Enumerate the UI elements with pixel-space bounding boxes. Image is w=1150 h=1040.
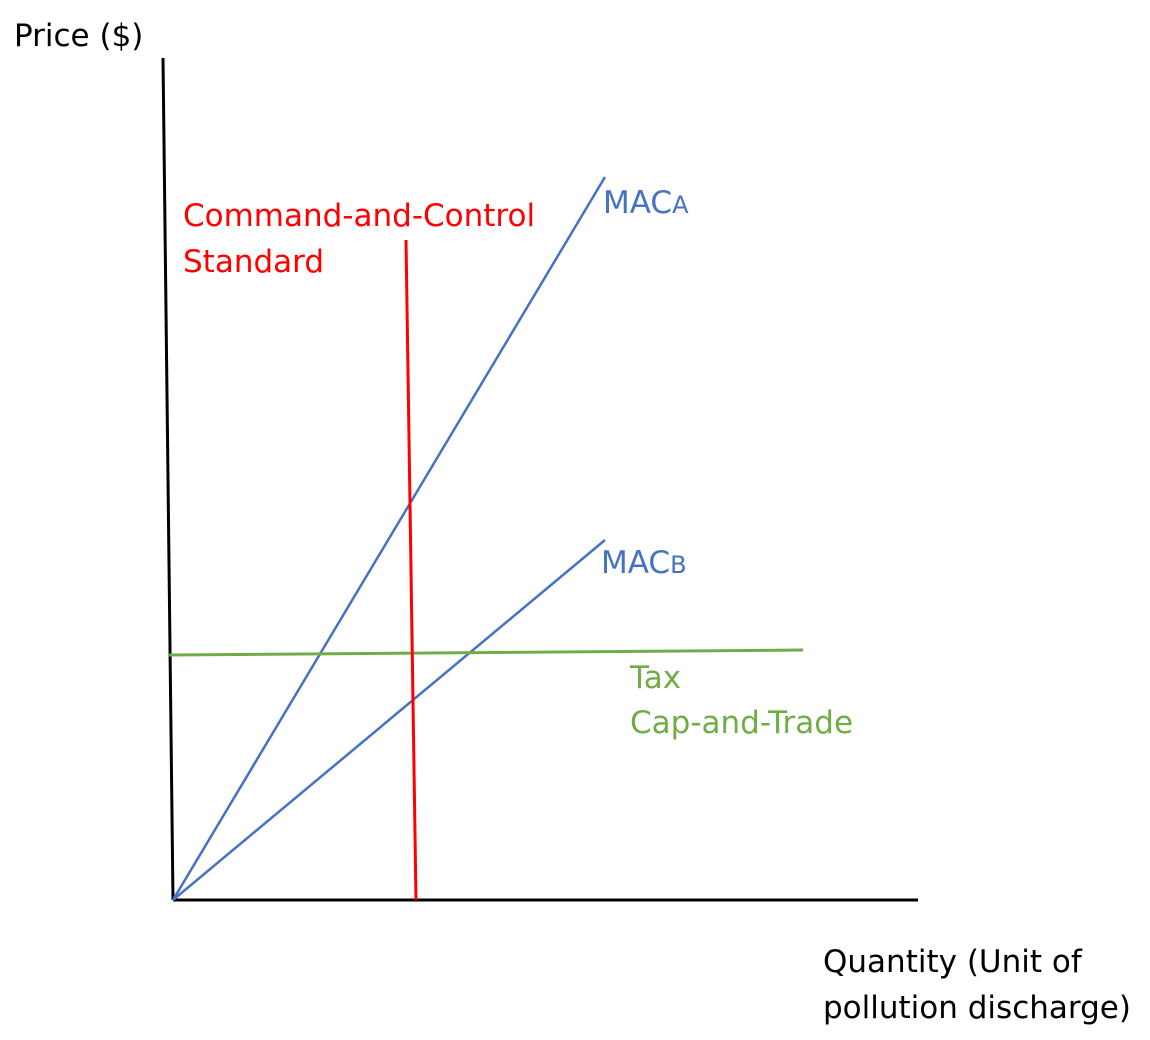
tax-label: Tax bbox=[629, 660, 681, 696]
x-axis-label-line1: Quantity (Unit of bbox=[823, 944, 1083, 980]
mac-a-label-main: MAC bbox=[603, 185, 672, 221]
mac-b-label-sub: B bbox=[670, 551, 686, 579]
mac-b-label: MACB bbox=[601, 545, 687, 581]
standard-label-line2: Standard bbox=[183, 244, 324, 280]
y-axis bbox=[161, 57, 175, 901]
tax-line bbox=[167, 648, 804, 657]
mac-a-label: MACA bbox=[603, 185, 689, 221]
mac-b-label-main: MAC bbox=[601, 545, 670, 581]
mac-b-line bbox=[172, 539, 606, 901]
standard-label-line1: Command-and-Control bbox=[183, 198, 535, 234]
standard-line bbox=[404, 239, 418, 901]
y-axis-label: Price ($) bbox=[14, 18, 143, 54]
cap-and-trade-label: Cap-and-Trade bbox=[630, 705, 853, 741]
x-axis-label-line2: pollution discharge) bbox=[823, 990, 1131, 1026]
mac-a-label-sub: A bbox=[672, 191, 689, 219]
mac-a-line bbox=[171, 176, 607, 901]
